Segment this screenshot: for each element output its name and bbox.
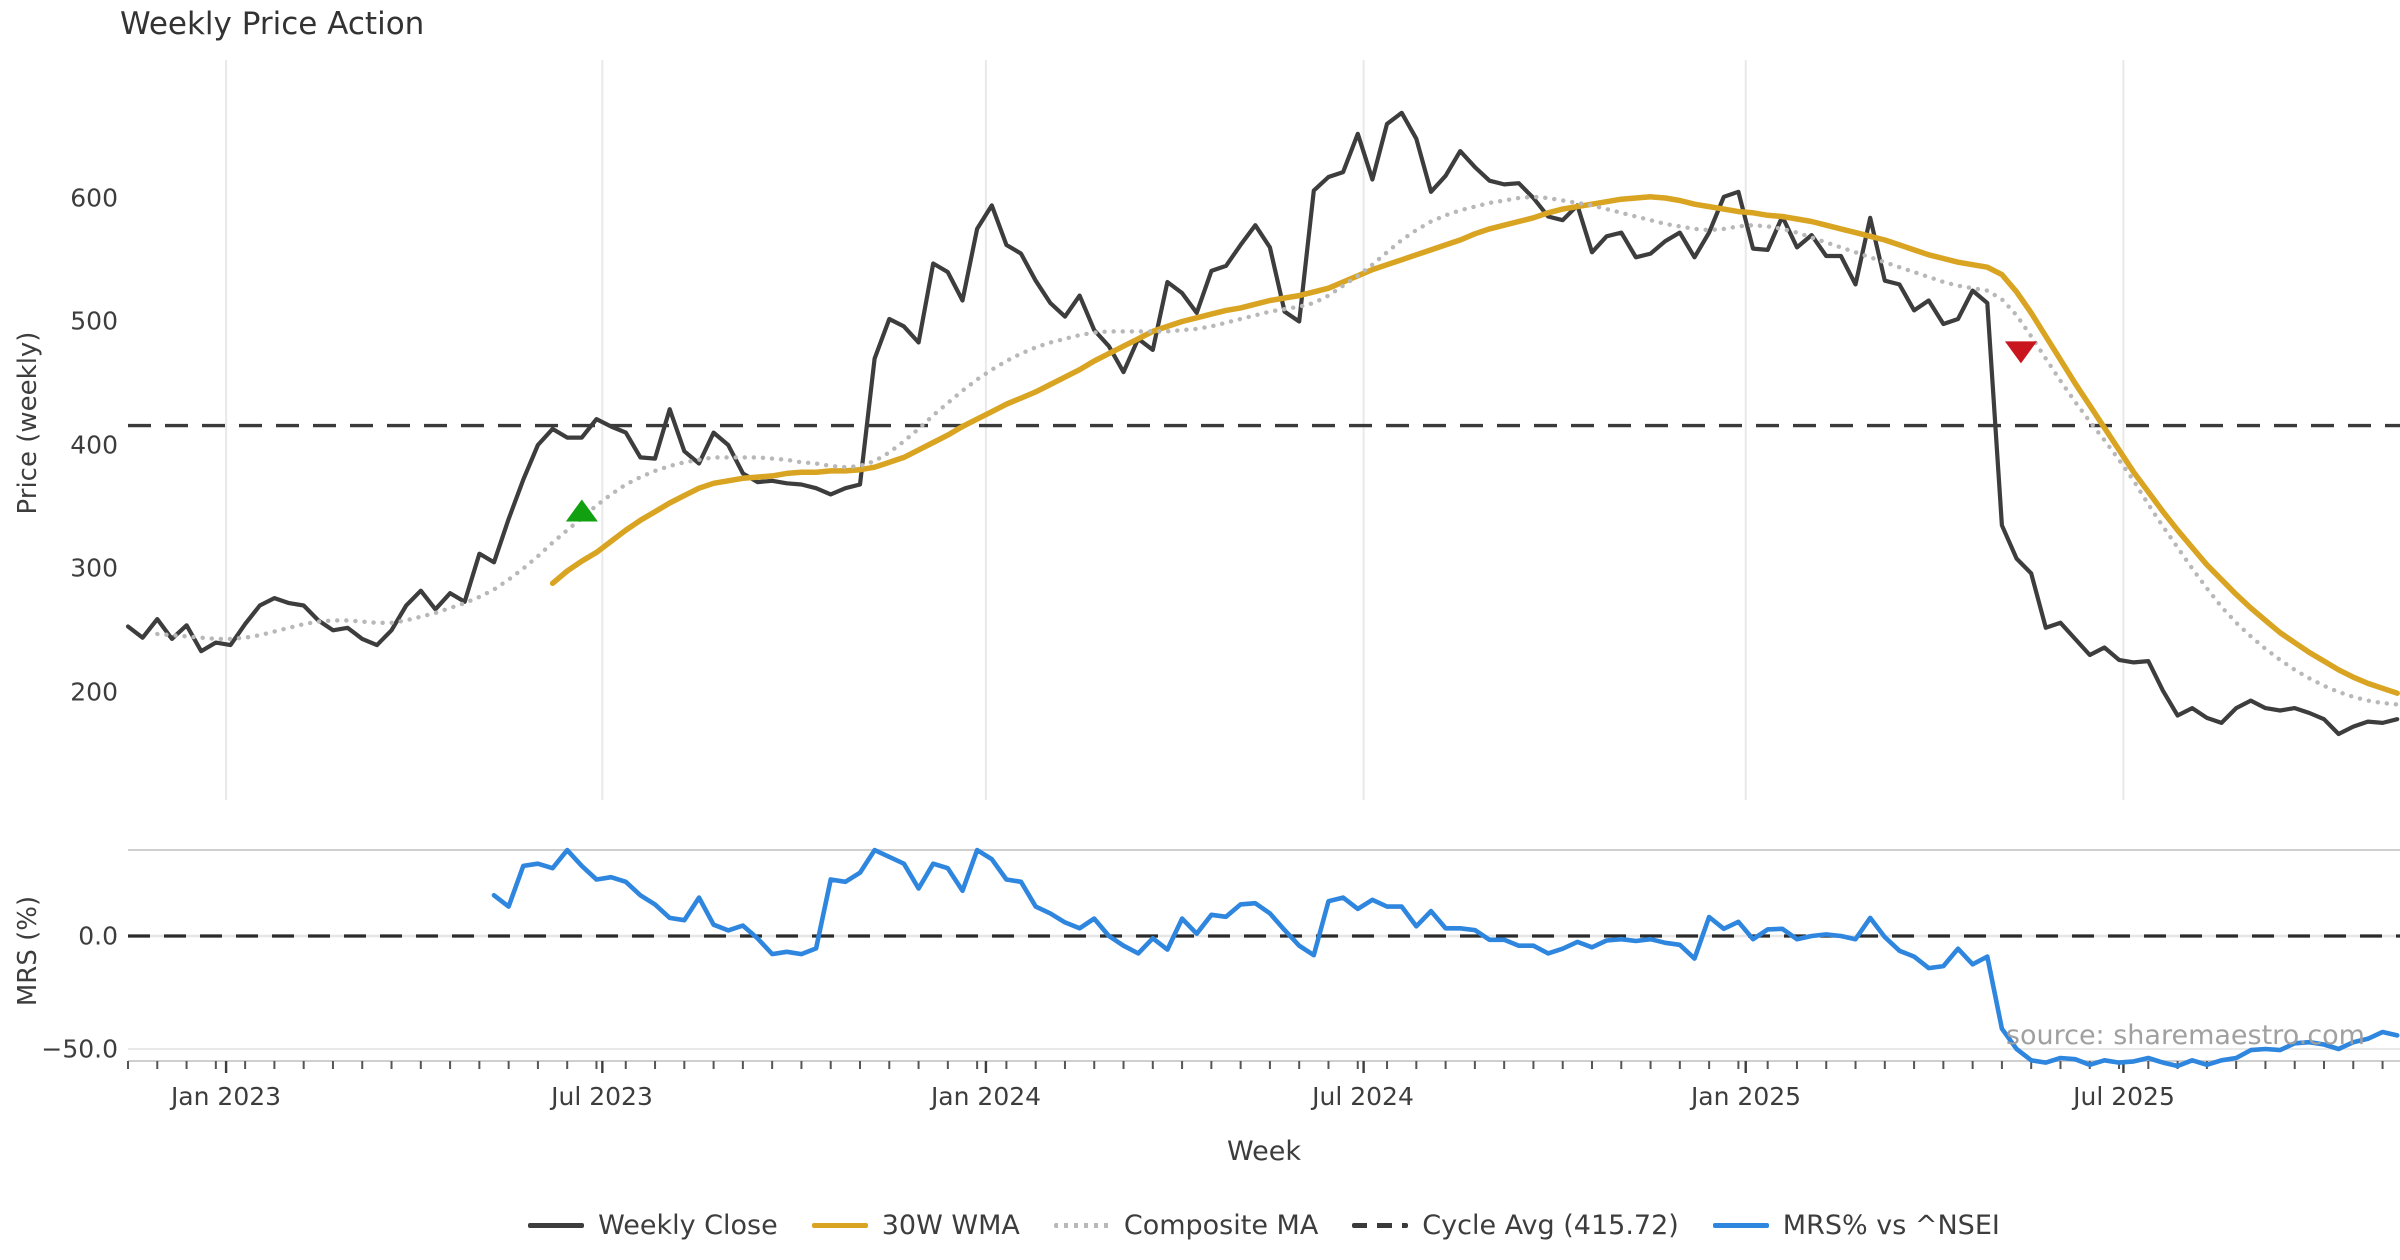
price-tick-400: 400 [70,430,118,460]
legend-label: MRS% vs ^NSEI [1782,1210,2000,1241]
x-tick-jul-2023: Jul 2023 [551,1082,653,1111]
legend-label: Cycle Avg (415.72) [1422,1210,1679,1241]
legend-item-composite-ma: Composite MA [1053,1210,1319,1241]
legend-item-30w-wma: 30W WMA [811,1210,1020,1241]
price-tick-600: 600 [70,183,118,213]
x-axis-label: Week [1227,1136,1301,1167]
weekly-close-line-swatch [528,1223,585,1228]
line-weekly-close [125,110,2400,737]
legend-item-cycle-avg: Cycle Avg (415.72) [1352,1210,1679,1241]
chart-title: Weekly Price Action [120,6,425,42]
price-tick-300: 300 [70,553,118,583]
x-tick-jul-2025: Jul 2025 [2073,1082,2175,1111]
composite-ma-line-swatch [1053,1223,1110,1228]
x-tick-jan-2024: Jan 2024 [930,1082,1042,1111]
line-composite-ma [155,194,2400,707]
legend-label: Composite MA [1123,1210,1319,1241]
legend-label: 30W WMA [881,1210,1020,1241]
mrs-line-swatch [1712,1223,1769,1228]
price-tick-500: 500 [70,306,118,336]
marker-sell-signal [2004,341,2037,364]
wma-line-swatch [811,1223,868,1228]
cycle-avg-line-swatch [1352,1223,1409,1228]
legend-label: Weekly Close [598,1210,778,1241]
line-30w-wma [549,194,2400,696]
x-tick-jul-2024: Jul 2024 [1312,1082,1414,1111]
mrs-tick-neg50: −50.0 [41,1034,118,1064]
source-credit: source: sharemaestro.com [2005,1020,2365,1051]
legend-item-mrs: MRS% vs ^NSEI [1712,1210,2000,1241]
price-tick-200: 200 [70,677,118,707]
legend-item-weekly-close: Weekly Close [528,1210,778,1241]
legend: Weekly Close 30W WMA Composite MA Cycle … [128,1210,2400,1241]
x-tick-jan-2025: Jan 2025 [1690,1082,1802,1111]
mrs-tick-0: 0.0 [78,921,118,951]
line-mrs [491,847,2400,1069]
marker-buy-signal [565,499,598,522]
x-tick-jan-2023: Jan 2023 [170,1082,282,1111]
mrs-axis-label: MRS (%) [13,895,43,1007]
